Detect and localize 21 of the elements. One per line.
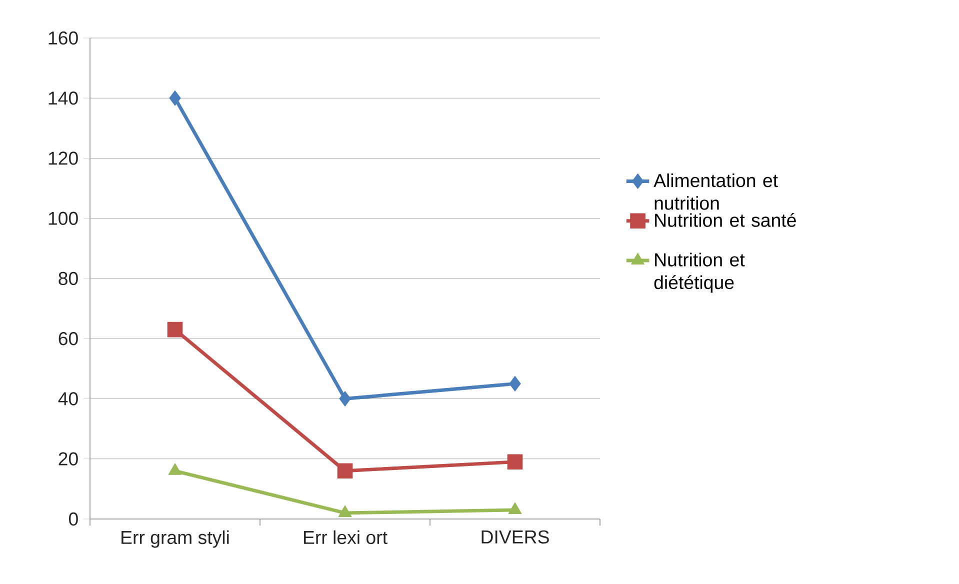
y-tick-label: 60: [58, 332, 78, 346]
legend-label: Alimentation et nutrition: [654, 173, 778, 210]
y-tick-label: 100: [48, 212, 78, 225]
y-tick-label: 0: [68, 512, 78, 526]
point: [167, 322, 183, 338]
legend-label: Nutrition et santé: [655, 212, 796, 227]
point: [509, 376, 521, 392]
point: [337, 463, 353, 479]
x-tick-label: DIVERS: [482, 530, 549, 544]
legend-label: Nutrition et diététique: [654, 252, 745, 293]
y-tick-label: 80: [58, 272, 78, 286]
x-tick-label: Err lexi ort: [304, 530, 388, 544]
y-tick-label: 140: [48, 91, 78, 105]
point: [507, 454, 523, 470]
point: [169, 90, 181, 106]
y-tick-label: 20: [58, 452, 78, 466]
y-tick-label: 40: [58, 392, 78, 406]
y-tick-label: 120: [48, 152, 78, 165]
y-tick-label: 160: [48, 31, 78, 45]
x-tick-label: Err gram styli: [122, 530, 229, 548]
point: [339, 391, 351, 406]
